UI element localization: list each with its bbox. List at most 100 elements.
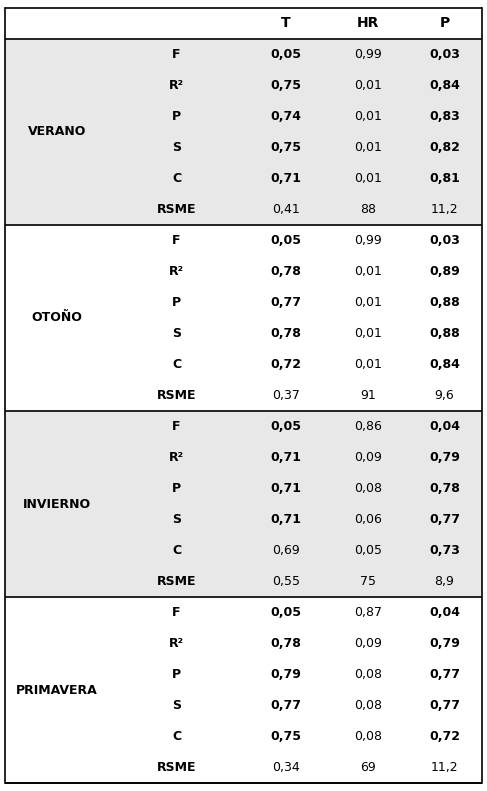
Text: 0,55: 0,55 bbox=[272, 575, 300, 588]
Text: F: F bbox=[172, 48, 181, 61]
Text: 0,83: 0,83 bbox=[429, 110, 460, 123]
Text: S: S bbox=[172, 699, 181, 712]
Text: 0,01: 0,01 bbox=[354, 79, 382, 92]
Text: 0,82: 0,82 bbox=[429, 141, 460, 154]
Text: RSME: RSME bbox=[157, 761, 196, 774]
Text: 0,87: 0,87 bbox=[354, 606, 382, 619]
Text: 0,05: 0,05 bbox=[271, 606, 301, 619]
Text: C: C bbox=[172, 730, 181, 743]
Text: 0,77: 0,77 bbox=[429, 513, 460, 526]
Text: 0,05: 0,05 bbox=[271, 420, 301, 433]
Text: 0,88: 0,88 bbox=[429, 296, 460, 309]
Text: 0,71: 0,71 bbox=[271, 172, 301, 185]
Text: 0,75: 0,75 bbox=[271, 141, 301, 154]
Text: S: S bbox=[172, 327, 181, 340]
Text: 0,89: 0,89 bbox=[429, 265, 460, 278]
Text: C: C bbox=[172, 544, 181, 557]
Text: RSME: RSME bbox=[157, 575, 196, 588]
Text: 0,69: 0,69 bbox=[272, 544, 300, 557]
Text: 0,99: 0,99 bbox=[354, 48, 381, 61]
Text: 0,78: 0,78 bbox=[271, 327, 301, 340]
Text: P: P bbox=[439, 17, 450, 30]
Bar bbox=[5, 597, 482, 783]
Text: 0,05: 0,05 bbox=[354, 544, 382, 557]
Text: 0,34: 0,34 bbox=[272, 761, 300, 774]
Text: 91: 91 bbox=[360, 389, 375, 402]
Text: HR: HR bbox=[356, 17, 379, 30]
Text: 0,77: 0,77 bbox=[429, 668, 460, 681]
Text: 8,9: 8,9 bbox=[434, 575, 454, 588]
Text: 0,79: 0,79 bbox=[429, 637, 460, 650]
Text: P: P bbox=[172, 296, 181, 309]
Text: PRIMAVERA: PRIMAVERA bbox=[17, 683, 98, 697]
Text: INVIERNO: INVIERNO bbox=[23, 498, 91, 510]
Text: 11,2: 11,2 bbox=[431, 203, 458, 216]
Text: 0,84: 0,84 bbox=[429, 79, 460, 92]
Text: F: F bbox=[172, 234, 181, 247]
Text: 0,79: 0,79 bbox=[271, 668, 301, 681]
Text: T: T bbox=[281, 17, 291, 30]
Text: S: S bbox=[172, 141, 181, 154]
Text: 88: 88 bbox=[360, 203, 375, 216]
Text: 0,05: 0,05 bbox=[271, 48, 301, 61]
Text: 0,08: 0,08 bbox=[354, 730, 382, 743]
Text: 0,05: 0,05 bbox=[271, 234, 301, 247]
Text: P: P bbox=[172, 668, 181, 681]
Text: 0,88: 0,88 bbox=[429, 327, 460, 340]
Text: 75: 75 bbox=[360, 575, 375, 588]
Text: 0,08: 0,08 bbox=[354, 699, 382, 712]
Text: 0,08: 0,08 bbox=[354, 482, 382, 495]
Text: 0,09: 0,09 bbox=[354, 637, 382, 650]
Text: 0,06: 0,06 bbox=[354, 513, 382, 526]
Text: VERANO: VERANO bbox=[28, 126, 86, 138]
Bar bbox=[5, 225, 482, 411]
Text: 0,72: 0,72 bbox=[271, 358, 301, 371]
Text: 0,03: 0,03 bbox=[429, 234, 460, 247]
Text: 0,01: 0,01 bbox=[354, 296, 382, 309]
Bar bbox=[5, 411, 482, 597]
Text: 0,86: 0,86 bbox=[354, 420, 382, 433]
Text: 0,73: 0,73 bbox=[429, 544, 460, 557]
Text: 0,79: 0,79 bbox=[429, 451, 460, 464]
Text: 0,09: 0,09 bbox=[354, 451, 382, 464]
Text: 0,77: 0,77 bbox=[271, 699, 301, 712]
Text: C: C bbox=[172, 172, 181, 185]
Text: 11,2: 11,2 bbox=[431, 761, 458, 774]
Bar bbox=[5, 39, 482, 225]
Text: 0,71: 0,71 bbox=[271, 482, 301, 495]
Text: S: S bbox=[172, 513, 181, 526]
Text: P: P bbox=[172, 110, 181, 123]
Text: 0,77: 0,77 bbox=[429, 699, 460, 712]
Text: 0,77: 0,77 bbox=[271, 296, 301, 309]
Text: 0,03: 0,03 bbox=[429, 48, 460, 61]
Text: 0,81: 0,81 bbox=[429, 172, 460, 185]
Text: 0,01: 0,01 bbox=[354, 327, 382, 340]
Text: 0,78: 0,78 bbox=[429, 482, 460, 495]
Text: 69: 69 bbox=[360, 761, 375, 774]
Text: 0,75: 0,75 bbox=[271, 730, 301, 743]
Text: C: C bbox=[172, 358, 181, 371]
Text: 0,78: 0,78 bbox=[271, 637, 301, 650]
Text: 0,01: 0,01 bbox=[354, 265, 382, 278]
Text: 0,01: 0,01 bbox=[354, 110, 382, 123]
Text: 0,72: 0,72 bbox=[429, 730, 460, 743]
Bar bbox=[5, 8, 482, 39]
Text: 0,01: 0,01 bbox=[354, 358, 382, 371]
Text: OTOÑO: OTOÑO bbox=[32, 312, 83, 324]
Text: 0,41: 0,41 bbox=[272, 203, 300, 216]
Text: 0,01: 0,01 bbox=[354, 172, 382, 185]
Text: R²: R² bbox=[169, 451, 184, 464]
Text: R²: R² bbox=[169, 79, 184, 92]
Text: 0,74: 0,74 bbox=[271, 110, 301, 123]
Text: F: F bbox=[172, 420, 181, 433]
Text: 0,75: 0,75 bbox=[271, 79, 301, 92]
Text: 0,37: 0,37 bbox=[272, 389, 300, 402]
Text: 0,71: 0,71 bbox=[271, 513, 301, 526]
Text: RSME: RSME bbox=[157, 203, 196, 216]
Text: R²: R² bbox=[169, 265, 184, 278]
Text: 0,04: 0,04 bbox=[429, 420, 460, 433]
Text: 0,99: 0,99 bbox=[354, 234, 381, 247]
Text: 0,01: 0,01 bbox=[354, 141, 382, 154]
Text: RSME: RSME bbox=[157, 389, 196, 402]
Text: R²: R² bbox=[169, 637, 184, 650]
